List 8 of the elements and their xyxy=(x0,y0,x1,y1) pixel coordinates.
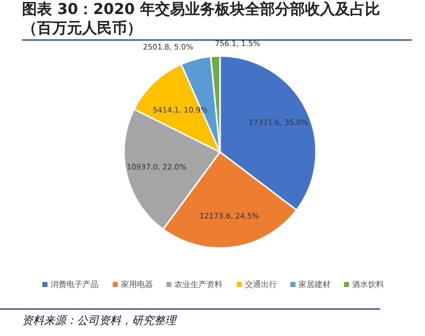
legend-label: 家用电器 xyxy=(120,280,153,290)
legend-label: 交通出行 xyxy=(244,280,277,290)
legend-label: 消费电子产品 xyxy=(50,280,98,290)
text: 资料来源：公司资料，研究整理 xyxy=(22,314,178,327)
legend-label: 农业生产资料 xyxy=(174,280,222,290)
legend-label: 家居建材 xyxy=(298,280,330,290)
legend-label: 酒水饮料 xyxy=(352,280,384,290)
chart-title: 图表 30：2020 年交易业务板块全部分部收入及占比（百万元人民币） xyxy=(22,0,380,37)
